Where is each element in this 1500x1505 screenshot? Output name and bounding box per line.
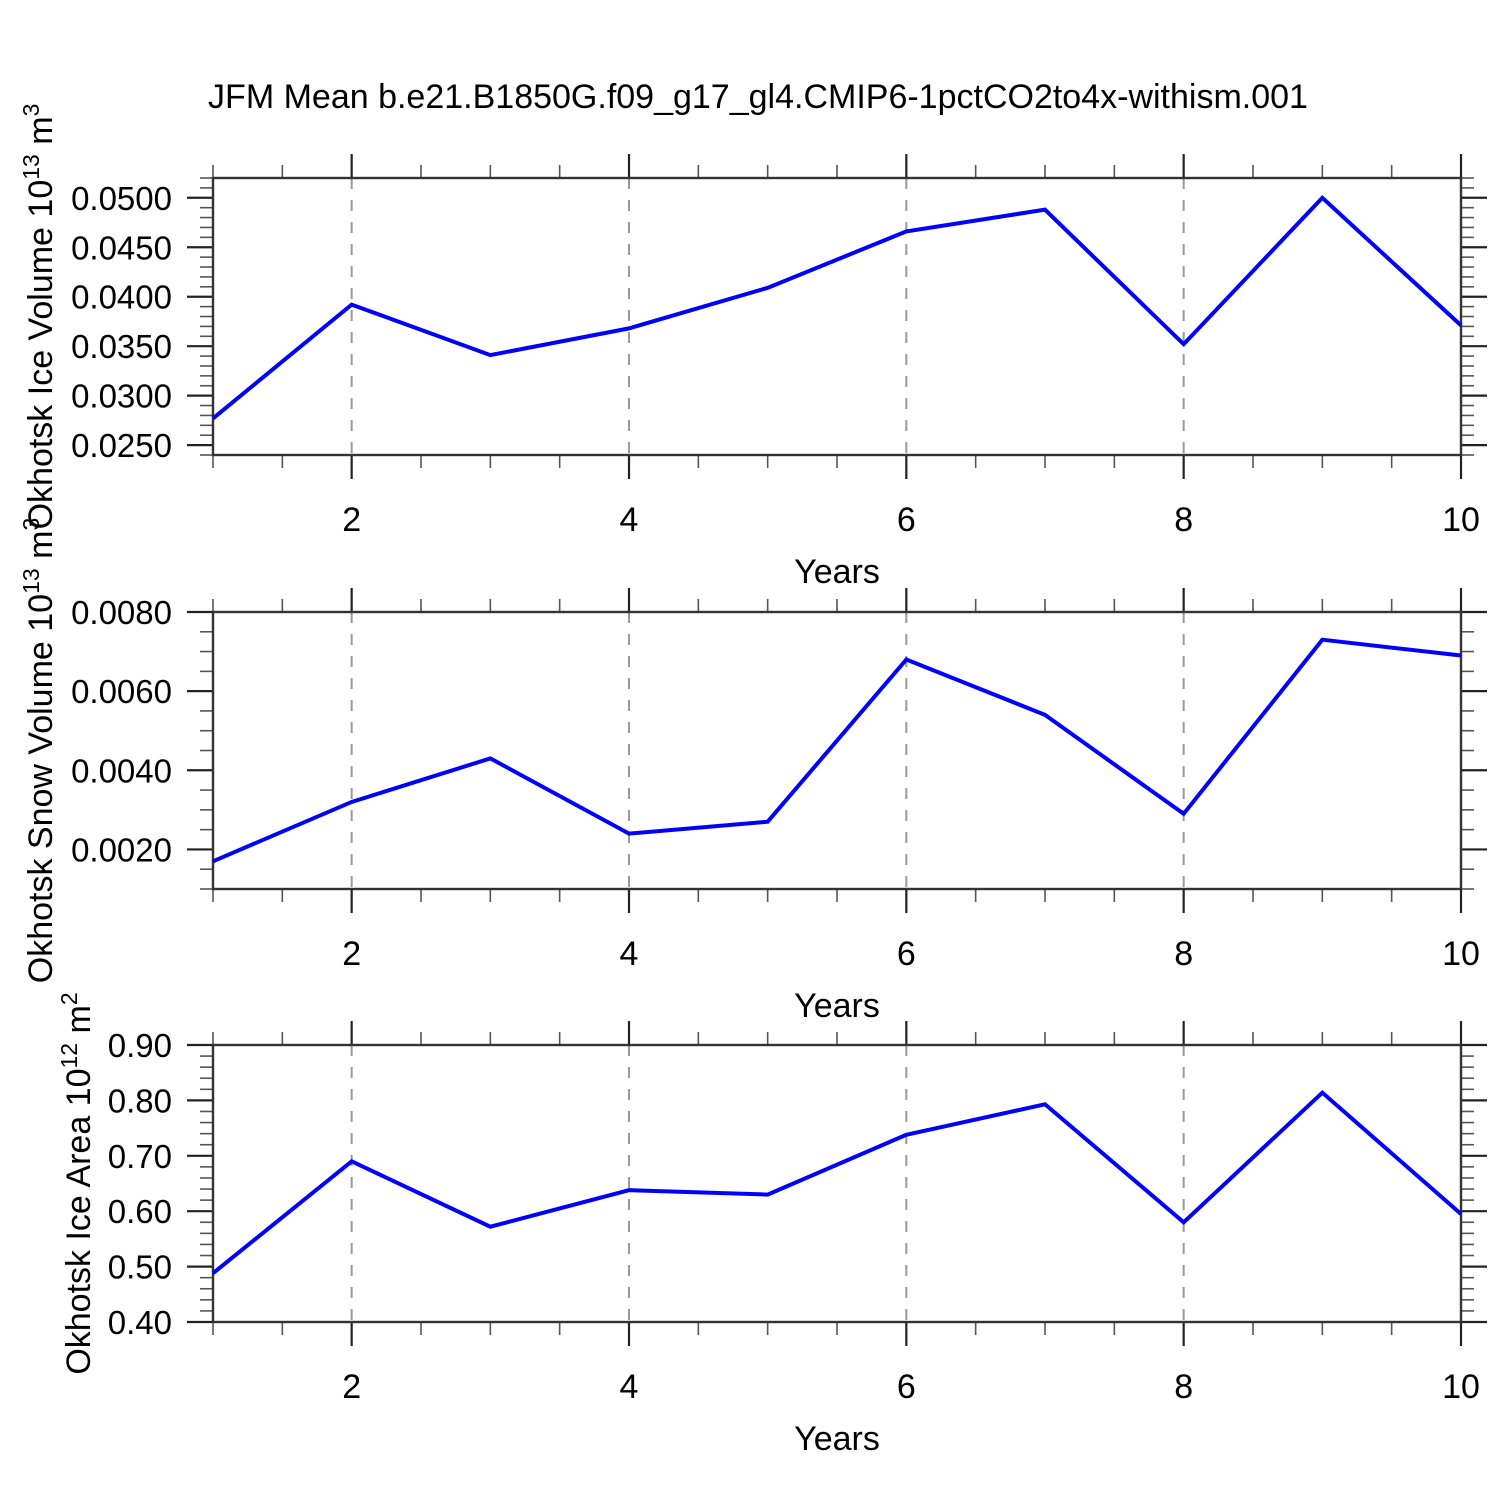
series-line-okhotsk-snow-volume (212, 637, 1462, 864)
x-tick-label: 2 (342, 501, 361, 539)
y-axis-title-text: m (22, 116, 60, 154)
x-tick-label: 4 (620, 935, 639, 973)
y-tick-label: 0.90 (108, 1027, 172, 1064)
x-tick-label: 6 (897, 1368, 916, 1406)
y-tick-label: 0.0060 (71, 673, 172, 710)
y-tick-label: 0.0350 (71, 328, 172, 365)
x-tick-label: 8 (1174, 1368, 1193, 1406)
x-axis-title: Years (794, 553, 880, 591)
plot-frame (211, 176, 1463, 457)
y-tick-label: 0.60 (108, 1193, 172, 1230)
y-axis-title-superscript: 3 (18, 104, 44, 117)
x-tick-label: 4 (620, 1368, 639, 1406)
x-tick-label: 2 (342, 1368, 361, 1406)
subplot-3: 0.40 0.50 0.60 0.70 0.80 0.90 2 4 6 8 10 Years Okhot… (56, 992, 1487, 1458)
y-tick-label: 0.0020 (71, 831, 172, 868)
y-axis-title-superscript: 13 (18, 568, 44, 594)
y-tick-label: 0.0300 (71, 378, 172, 415)
y-axis-title-text: Okhotsk Ice Area 10 (60, 1069, 98, 1375)
x-tick-label: 10 (1442, 1368, 1480, 1406)
y-axis-title-superscript: 3 (18, 518, 44, 531)
x-axis-title: Years (794, 1420, 880, 1458)
y-tick-label: 0.50 (108, 1249, 172, 1286)
subplots-group: 0.0250 0.0300 0.0350 0.0400 0.0450 0.0500 2 4 6 8… (18, 104, 1487, 1458)
y-axis-title: Okhotsk Snow Volume 1013 m3 (18, 518, 60, 984)
y-axis-title-text: m (22, 531, 60, 569)
y-axis-title-text: Okhotsk Ice Volume 10 (22, 180, 60, 530)
y-tick-label: 0.0400 (71, 279, 172, 316)
y-tick-label: 0.0080 (71, 594, 172, 631)
y-tick-label: 0.0500 (71, 180, 172, 217)
y-axis-title-text: Okhotsk Snow Volume 10 (22, 594, 60, 983)
y-tick-label: 0.0250 (71, 427, 172, 464)
x-tick-label: 10 (1442, 935, 1480, 973)
y-axis-title-superscript: 2 (56, 992, 82, 1005)
x-tick-label: 10 (1442, 501, 1480, 539)
y-tick-label: 0.0040 (71, 752, 172, 789)
x-tick-label: 8 (1174, 935, 1193, 973)
y-tick-label: 0.40 (108, 1304, 172, 1341)
x-tick-label: 4 (620, 501, 639, 539)
subplot-1: 0.0250 0.0300 0.0350 0.0400 0.0450 0.0500 2 4 6 8… (18, 104, 1487, 591)
x-tick-label: 6 (897, 935, 916, 973)
series-line-okhotsk-ice-area (211, 1089, 1463, 1275)
plot-frame (211, 610, 1463, 891)
y-axis-title-superscript: 12 (56, 1043, 82, 1069)
y-axis-title-superscript: 13 (18, 154, 44, 180)
y-axis-title-text: m (60, 1005, 98, 1043)
y-tick-label: 0.70 (108, 1138, 172, 1175)
x-tick-label: 6 (897, 501, 916, 539)
series-line-okhotsk-ice-volume (211, 194, 1463, 420)
x-axis-title: Years (794, 987, 880, 1025)
x-tick-label: 2 (342, 935, 361, 973)
y-axis-title: Okhotsk Ice Area 1012 m2 (56, 992, 98, 1374)
plot-frame (211, 1043, 1463, 1324)
y-axis-title: Okhotsk Ice Volume 1013 m3 (18, 104, 60, 530)
figure-title: JFM Mean b.e21.B1850G.f09_g17_gl4.CMIP6-… (208, 78, 1308, 116)
y-tick-label: 0.80 (108, 1082, 172, 1119)
subplot-2: 0.0020 0.0040 0.0060 0.0080 2 4 6 8 10 Years Okhot… (18, 518, 1487, 1025)
y-tick-label: 0.0450 (71, 229, 172, 266)
x-tick-label: 8 (1174, 501, 1193, 539)
